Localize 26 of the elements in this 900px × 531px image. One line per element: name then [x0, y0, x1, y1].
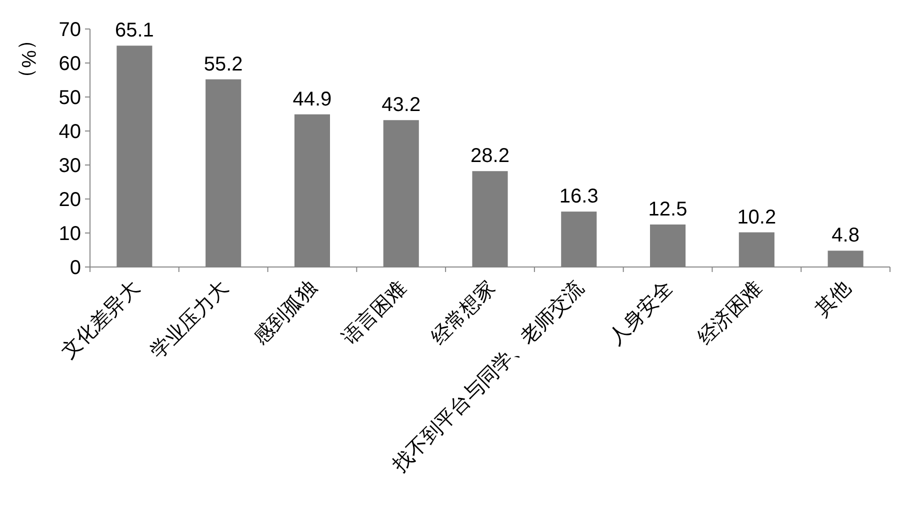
x-tick-label: 经济困难 [694, 276, 766, 350]
x-tick-label: 其他 [811, 276, 856, 321]
x-tick-label: 人身安全 [605, 276, 678, 350]
data-label: 4.8 [832, 224, 860, 247]
y-tick-label: 40 [58, 121, 81, 143]
data-label: 12.5 [648, 198, 688, 220]
y-tick-label: 20 [58, 189, 81, 211]
y-tick-label: 0 [70, 257, 81, 279]
data-label: 55.2 [204, 53, 243, 76]
data-label: 44.9 [292, 88, 332, 110]
data-label: 65.1 [114, 20, 154, 42]
data-label: 10.2 [737, 206, 776, 228]
x-tick-label: 经常想家 [427, 276, 500, 350]
x-tick-label: 感到孤独 [250, 276, 322, 350]
data-label: 43.2 [382, 94, 421, 116]
y-tick-label: 70 [58, 19, 81, 41]
x-tick-label: 语言困难 [338, 276, 411, 350]
y-axis-title: （%） [17, 30, 39, 88]
y-tick-label: 10 [58, 223, 81, 245]
data-label: 16.3 [559, 186, 598, 208]
y-tick-label: 50 [58, 87, 81, 109]
x-tick-label: 文化差异大 [58, 276, 144, 364]
x-tick-label: 学业压力大 [146, 276, 233, 364]
y-tick-label: 30 [58, 155, 81, 177]
data-label: 28.2 [470, 145, 510, 168]
y-tick-label: 60 [58, 53, 81, 75]
